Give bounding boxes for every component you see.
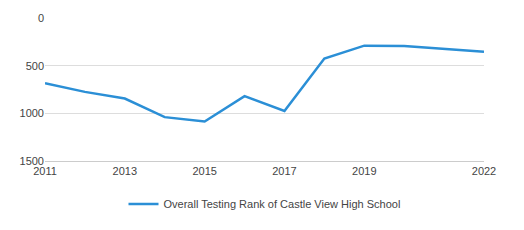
svg-text:2011: 2011 (33, 165, 57, 177)
svg-text:1500: 1500 (20, 155, 44, 167)
svg-text:Overall Testing Rank of Castle: Overall Testing Rank of Castle View High… (164, 198, 401, 210)
svg-text:500: 500 (26, 60, 44, 72)
svg-text:0: 0 (38, 12, 44, 24)
svg-text:2019: 2019 (352, 165, 376, 177)
svg-text:1000: 1000 (20, 107, 44, 119)
svg-text:2013: 2013 (113, 165, 137, 177)
svg-text:2015: 2015 (192, 165, 216, 177)
svg-text:2022: 2022 (472, 165, 496, 177)
svg-text:2017: 2017 (272, 165, 296, 177)
